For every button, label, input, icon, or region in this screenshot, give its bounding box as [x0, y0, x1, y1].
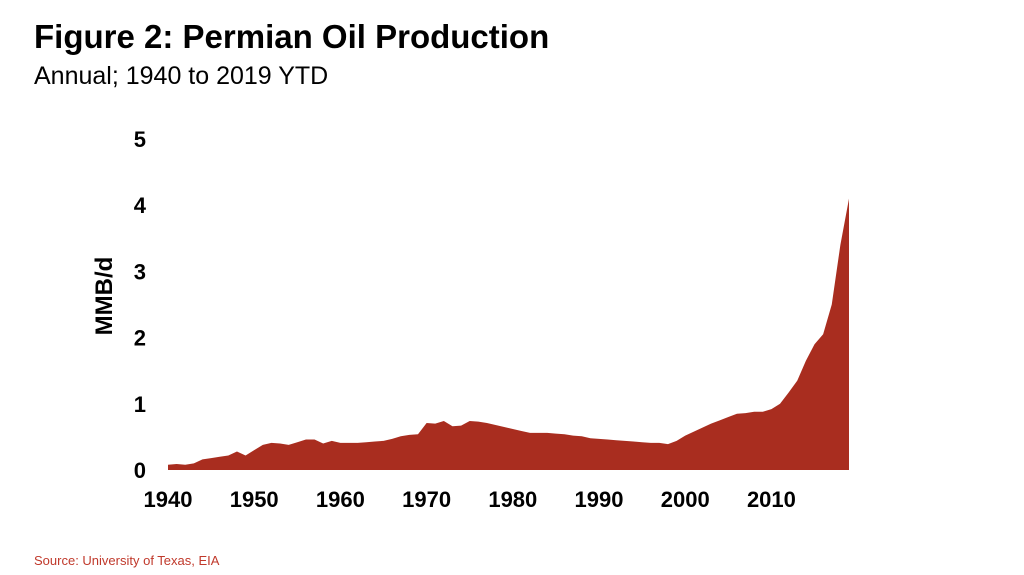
x-tick-label: 1960 [316, 487, 365, 512]
production-area [168, 198, 849, 470]
y-axis-label: MMB/d [91, 257, 118, 336]
y-tick-label: 4 [134, 193, 147, 218]
x-tick-label: 2010 [747, 487, 796, 512]
x-tick-label: 2000 [661, 487, 710, 512]
x-axis: 1940 1950 1960 1970 1980 1990 2000 2010 [144, 487, 796, 512]
x-tick-label: 1990 [575, 487, 624, 512]
y-tick-label: 5 [134, 127, 146, 152]
chart-subtitle: Annual; 1940 to 2019 YTD [34, 62, 329, 90]
plot-area [168, 198, 849, 470]
y-tick-label: 0 [134, 458, 146, 483]
y-tick-label: 2 [134, 326, 146, 351]
x-tick-label: 1980 [488, 487, 537, 512]
y-tick-label: 3 [134, 259, 146, 284]
y-axis: 0 1 2 3 4 5 [134, 127, 147, 483]
y-tick-label: 1 [134, 392, 146, 417]
x-tick-label: 1950 [230, 487, 279, 512]
x-tick-label: 1940 [144, 487, 193, 512]
chart-title: Figure 2: Permian Oil Production [34, 18, 550, 55]
source-note: Source: University of Texas, EIA [34, 553, 220, 568]
x-tick-label: 1970 [402, 487, 451, 512]
